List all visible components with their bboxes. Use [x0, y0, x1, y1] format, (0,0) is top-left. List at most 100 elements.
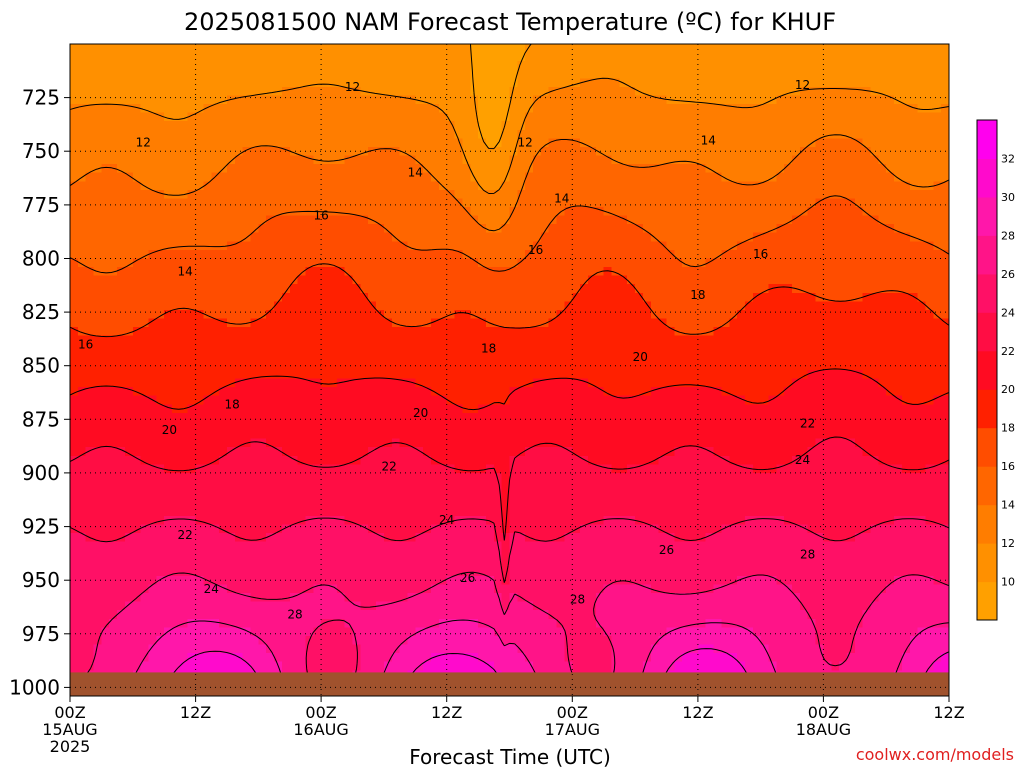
field-cell: [101, 301, 110, 311]
field-cell: [226, 207, 236, 217]
field-cell: [525, 352, 534, 363]
field-cell: [642, 61, 652, 71]
field-cell: [305, 215, 314, 225]
field-cell: [478, 361, 487, 371]
field-cell: [595, 224, 605, 234]
field-cell: [525, 327, 534, 337]
field-cell: [493, 352, 503, 363]
field-cell: [211, 172, 220, 182]
field-cell: [219, 172, 228, 182]
field-cell: [595, 327, 605, 337]
field-cell: [925, 292, 934, 302]
field-cell: [431, 327, 440, 337]
field-cell: [846, 189, 856, 200]
field-cell: [540, 224, 550, 234]
field-cell: [705, 335, 715, 345]
field-cell: [431, 44, 440, 54]
field-cell: [901, 155, 911, 165]
field-cell: [470, 412, 479, 423]
field-cell: [831, 387, 840, 397]
field-cell: [415, 172, 424, 182]
field-cell: [807, 292, 817, 302]
field-cell: [909, 61, 919, 71]
field-cell: [336, 327, 346, 337]
field-cell: [909, 224, 919, 234]
field-cell: [713, 78, 722, 88]
field-cell: [721, 370, 730, 380]
field-cell: [831, 378, 840, 388]
field-cell: [493, 378, 503, 388]
field-cell: [446, 112, 456, 122]
field-cell: [281, 112, 291, 122]
field-cell: [870, 155, 879, 165]
field-cell: [242, 52, 252, 62]
field-cell: [627, 138, 636, 148]
field-cell: [846, 138, 856, 148]
field-cell: [713, 284, 722, 294]
field-cell: [164, 327, 173, 337]
field-cell: [376, 327, 385, 337]
field-cell: [831, 69, 840, 79]
field-cell: [156, 104, 165, 114]
field-cell: [407, 172, 416, 182]
field-cell: [117, 215, 126, 225]
field-cell: [611, 327, 620, 337]
field-cell: [619, 181, 628, 191]
field-cell: [815, 129, 825, 139]
field-cell: [744, 275, 754, 285]
field-cell: [501, 198, 511, 208]
field-cell: [690, 104, 699, 114]
field-cell: [776, 121, 785, 131]
field-cell: [737, 395, 746, 405]
field-cell: [242, 198, 252, 208]
field-cell: [336, 224, 346, 234]
field-cell: [666, 232, 675, 242]
field-cell: [109, 198, 118, 208]
field-cell: [478, 146, 487, 157]
field-cell: [140, 232, 150, 242]
field-cell: [682, 155, 691, 165]
field-cell: [289, 395, 299, 405]
field-cell: [383, 267, 393, 277]
field-cell: [297, 258, 307, 268]
field-cell: [187, 129, 197, 139]
field-cell: [854, 249, 864, 260]
field-cell: [478, 44, 487, 54]
field-cell: [768, 292, 777, 302]
field-cell: [376, 241, 385, 251]
field-cell: [258, 412, 267, 423]
field-cell: [85, 69, 95, 79]
field-cell: [917, 104, 927, 114]
field-cell: [792, 258, 801, 268]
field-cell: [815, 335, 825, 345]
field-cell: [917, 155, 927, 165]
field-cell: [619, 404, 628, 414]
field-cell: [77, 258, 87, 268]
field-cell: [839, 258, 848, 268]
field-cell: [70, 335, 79, 345]
field-cell: [901, 284, 911, 294]
field-cell: [431, 284, 440, 294]
field-cell: [179, 395, 189, 405]
field-cell: [156, 138, 165, 148]
field-cell: [470, 44, 479, 54]
field-cell: [454, 421, 464, 431]
field-cell: [580, 61, 589, 71]
field-cell: [548, 146, 558, 157]
field-cell: [548, 52, 558, 62]
field-cell: [799, 172, 809, 182]
field-cell: [627, 155, 636, 165]
field-cell: [886, 198, 895, 208]
field-cell: [878, 181, 887, 191]
field-cell: [509, 361, 518, 371]
field-cell: [140, 361, 150, 371]
field-cell: [901, 189, 911, 200]
field-cell: [297, 44, 307, 54]
field-cell: [611, 189, 620, 200]
field-cell: [839, 275, 848, 285]
field-cell: [627, 258, 636, 268]
field-cell: [792, 104, 801, 114]
field-cell: [179, 164, 189, 174]
field-cell: [807, 284, 817, 294]
field-cell: [289, 121, 299, 131]
